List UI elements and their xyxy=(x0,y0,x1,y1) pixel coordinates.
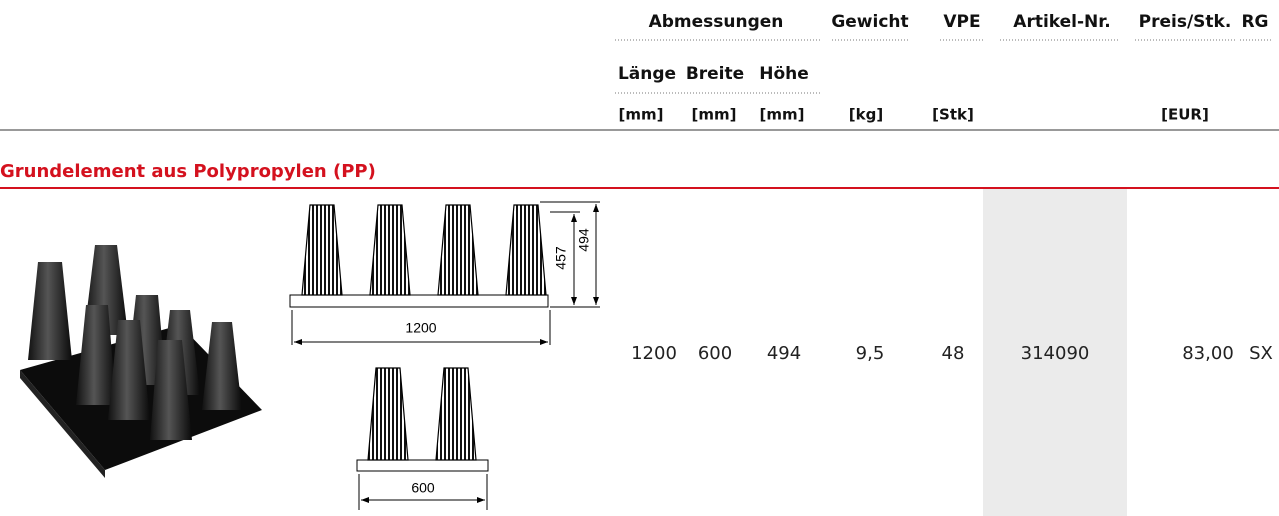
section-title: Grundelement aus Polypropylen (PP) xyxy=(0,161,376,182)
dimension-label: 457 xyxy=(553,246,569,270)
page: Abmessungen Gewicht VPE Artikel-Nr. Prei… xyxy=(0,0,1279,516)
unit: [kg] xyxy=(849,106,883,124)
unit: [mm] xyxy=(619,106,664,124)
unit: [mm] xyxy=(692,106,737,124)
column-header: RG xyxy=(1241,12,1268,32)
cell: 1200 xyxy=(631,343,677,364)
dimension-label: 1200 xyxy=(405,320,436,336)
dimension-label: 600 xyxy=(411,480,435,496)
cell: 48 xyxy=(942,343,965,364)
column-header: Preis/Stk. xyxy=(1139,12,1232,32)
cell: 314090 xyxy=(1021,343,1090,364)
cell: 600 xyxy=(698,343,732,364)
cell: 9,5 xyxy=(856,343,885,364)
column-header: Gewicht xyxy=(831,12,908,32)
unit: [Stk] xyxy=(932,106,974,124)
header-group: Abmessungen xyxy=(649,12,784,32)
cell: 494 xyxy=(767,343,801,364)
subcolumn-header: Breite xyxy=(686,64,744,84)
subcolumn-header: Länge xyxy=(618,64,676,84)
column-header: VPE xyxy=(943,12,980,32)
dimension-label: 494 xyxy=(576,228,592,252)
column-header: Artikel-Nr. xyxy=(1013,12,1110,32)
product-photo xyxy=(20,245,262,478)
cell: SX xyxy=(1249,343,1273,364)
unit: [mm] xyxy=(760,106,805,124)
cell: 83,00 xyxy=(1182,343,1234,364)
unit: [EUR] xyxy=(1161,106,1209,124)
subcolumn-header: Höhe xyxy=(759,64,809,84)
drawing-front xyxy=(290,202,600,345)
